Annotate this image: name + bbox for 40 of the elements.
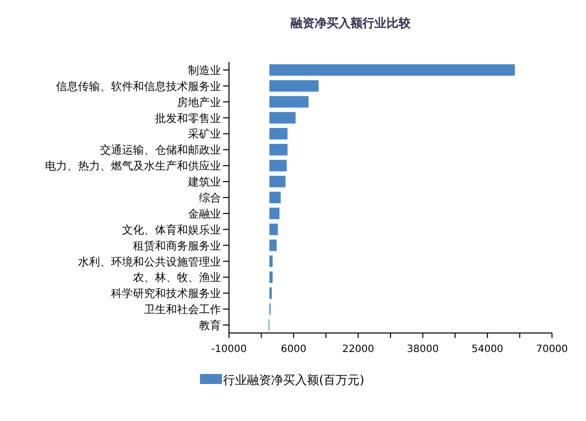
y-tick-label: 批发和零售业 — [155, 112, 221, 125]
y-tick-label: 信息传输、软件和信息技术服务业 — [56, 80, 221, 93]
bar — [269, 287, 272, 299]
y-tick-label: 制造业 — [188, 64, 221, 77]
y-tick-label: 电力、热力、燃气及水生产和供应业 — [45, 160, 221, 173]
y-tick-label: 采矿业 — [188, 128, 221, 141]
bar — [269, 112, 296, 124]
bar — [269, 224, 278, 236]
bar — [269, 240, 277, 252]
x-tick-label: 22000 — [342, 344, 374, 355]
bar — [269, 160, 287, 172]
x-tick-label: 6000 — [280, 344, 306, 355]
x-tick-label: 70000 — [536, 344, 568, 355]
y-tick-label: 金融业 — [188, 207, 221, 220]
x-tick-label: 38000 — [406, 344, 439, 355]
legend-label: 行业融资净买入额(百万元) — [223, 373, 364, 387]
bar — [269, 96, 309, 108]
y-tick-label: 科学研究和技术服务业 — [111, 287, 221, 300]
bar — [269, 271, 273, 283]
y-tick-label: 综合 — [199, 192, 221, 204]
y-tick-label: 交通运输、仓储和邮政业 — [100, 144, 221, 157]
y-tick-label: 农、林、牧、渔业 — [133, 271, 221, 284]
bar — [269, 192, 281, 204]
y-tick-label: 房地产业 — [177, 96, 221, 109]
y-tick-label: 建筑业 — [187, 176, 221, 189]
bar — [269, 128, 288, 140]
y-tick-label: 卫生和社会工作 — [144, 303, 221, 316]
bar — [269, 80, 319, 92]
chart-title: 融资净买入额行业比较 — [290, 16, 412, 30]
bar — [269, 144, 288, 156]
x-tick-label: -10000 — [211, 344, 247, 355]
x-tick-label: 54000 — [471, 344, 504, 355]
bar — [269, 208, 280, 220]
y-tick-label: 文化、体育和娱乐业 — [122, 223, 221, 236]
bar — [269, 64, 515, 76]
y-tick-label: 教育 — [199, 319, 221, 332]
bar — [269, 256, 273, 268]
bar — [269, 176, 286, 188]
y-tick-label: 水利、环境和公共设施管理业 — [78, 255, 221, 268]
y-tick-label: 租赁和商务服务业 — [133, 239, 221, 252]
